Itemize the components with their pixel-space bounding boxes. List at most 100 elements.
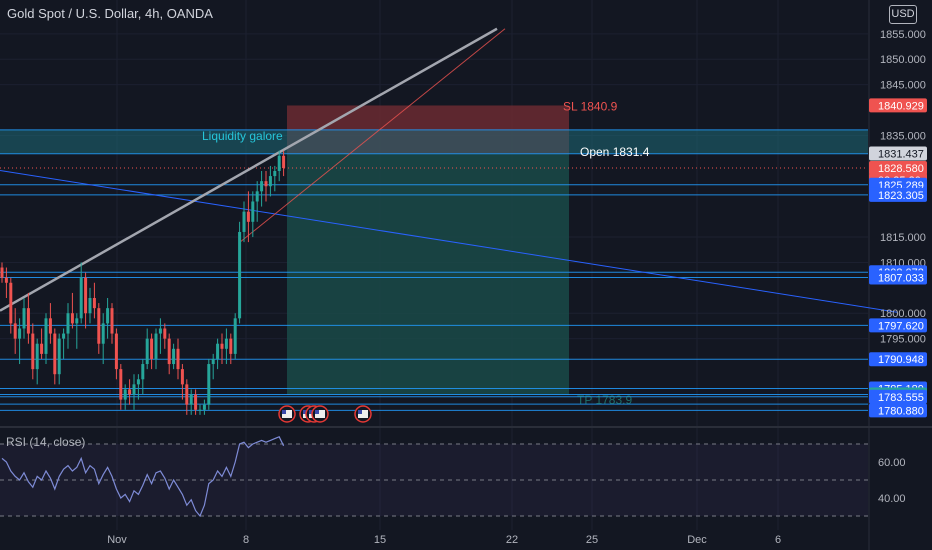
candle-body <box>141 364 145 380</box>
y-tick-label: 1845.000 <box>880 80 926 92</box>
y-tick-label: 1850.000 <box>880 54 926 66</box>
rsi-label: RSI (14, close) <box>6 435 86 449</box>
candle-body <box>145 338 149 365</box>
price-label: 1828.580 <box>878 163 924 175</box>
price-label-box <box>869 187 927 202</box>
x-tick-label: Dec <box>687 534 707 546</box>
candle-body <box>132 384 136 395</box>
us-flag-icon <box>282 410 286 414</box>
candle-body <box>194 394 198 410</box>
candle-body <box>79 277 83 319</box>
candle-body <box>167 338 171 365</box>
candle-body <box>154 333 158 359</box>
candle-body <box>53 333 57 375</box>
us-flag-icon <box>311 405 329 423</box>
candle-body <box>119 369 123 400</box>
candle-body <box>114 333 118 370</box>
candle-body <box>189 394 193 405</box>
price-label-box <box>869 146 927 161</box>
price-label: 1807.033 <box>878 273 924 285</box>
currency-button[interactable]: USD <box>889 5 917 24</box>
candle-body <box>97 308 101 344</box>
candle-body <box>255 191 259 202</box>
candle-body <box>273 171 277 177</box>
y-tick-label: 1835.000 <box>880 130 926 142</box>
x-tick-label: Nov <box>107 534 127 546</box>
y-tick-label: 1800.000 <box>880 308 926 320</box>
take-profit-zone <box>287 153 569 396</box>
candle-body <box>242 211 246 232</box>
candle-body <box>57 338 61 375</box>
candle-body <box>101 323 105 344</box>
price-label-box <box>869 403 927 418</box>
candle-body <box>110 308 114 334</box>
candle-body <box>13 323 17 339</box>
candle-body <box>163 328 167 339</box>
candle-body <box>92 298 96 309</box>
tp-label: TP 1783.9 <box>577 393 632 407</box>
candle-body <box>150 338 154 359</box>
price-label: 1823.305 <box>878 190 924 202</box>
candle-body <box>9 282 13 324</box>
x-tick-label: 6 <box>775 534 781 546</box>
candle-body <box>268 176 272 187</box>
candle-body <box>40 343 44 354</box>
candle-body <box>18 328 22 339</box>
candle-body <box>123 389 127 400</box>
x-tick-label: 22 <box>506 534 518 546</box>
candle-body <box>282 155 286 169</box>
candle-body <box>158 328 162 334</box>
candle-body <box>260 181 264 192</box>
candle-body <box>207 364 211 405</box>
candle-body <box>176 348 180 370</box>
price-label-box <box>869 270 927 285</box>
rsi-line <box>1 436 285 518</box>
candle-body <box>106 308 110 324</box>
us-flag-icon <box>315 410 319 414</box>
y-tick-label: 1855.000 <box>880 29 926 41</box>
price-label: 1783.555 <box>878 392 924 404</box>
price-label: 1840.929 <box>878 100 924 112</box>
candle-body <box>0 267 4 278</box>
price-label: 1797.620 <box>878 320 924 332</box>
us-flag-icon <box>358 410 362 414</box>
candle-body <box>88 298 92 314</box>
candle-body <box>172 348 176 365</box>
candle-body <box>246 211 250 222</box>
us-flag-icon <box>303 410 307 414</box>
x-tick-label: 8 <box>243 534 249 546</box>
us-flag-icon <box>282 410 292 418</box>
candle-body <box>48 318 52 334</box>
price-label: 1790.948 <box>878 354 924 366</box>
red-trendline <box>239 28 506 243</box>
candle-body <box>277 155 281 171</box>
us-flag-icon <box>309 410 313 414</box>
blue-trendline <box>0 169 898 313</box>
price-label: 1831.437 <box>878 149 924 161</box>
price-label-box <box>869 98 927 113</box>
candle-body <box>229 338 233 354</box>
us-flag-icon <box>315 410 325 418</box>
candle-body <box>233 318 237 354</box>
candle-body <box>264 181 268 187</box>
price-label-box <box>869 352 927 367</box>
candle-body <box>180 369 184 385</box>
price-label-box <box>869 161 927 176</box>
rsi-tick-label: 40.00 <box>878 493 906 505</box>
candle-body <box>216 343 220 359</box>
candle-body <box>128 389 132 395</box>
liquidity-zone <box>0 129 868 154</box>
grey-trendline <box>0 27 498 312</box>
candle-body <box>84 277 88 314</box>
candle-body <box>70 313 74 324</box>
rsi-tick-label: 60.00 <box>878 457 906 469</box>
candle-body <box>26 308 30 334</box>
candle-body <box>238 231 242 319</box>
us-flag-icon <box>278 405 296 423</box>
liquidity-label: Liquidity galore <box>202 129 283 143</box>
candle-body <box>62 333 66 339</box>
candle-body <box>75 318 79 324</box>
price-label-box <box>869 389 927 404</box>
